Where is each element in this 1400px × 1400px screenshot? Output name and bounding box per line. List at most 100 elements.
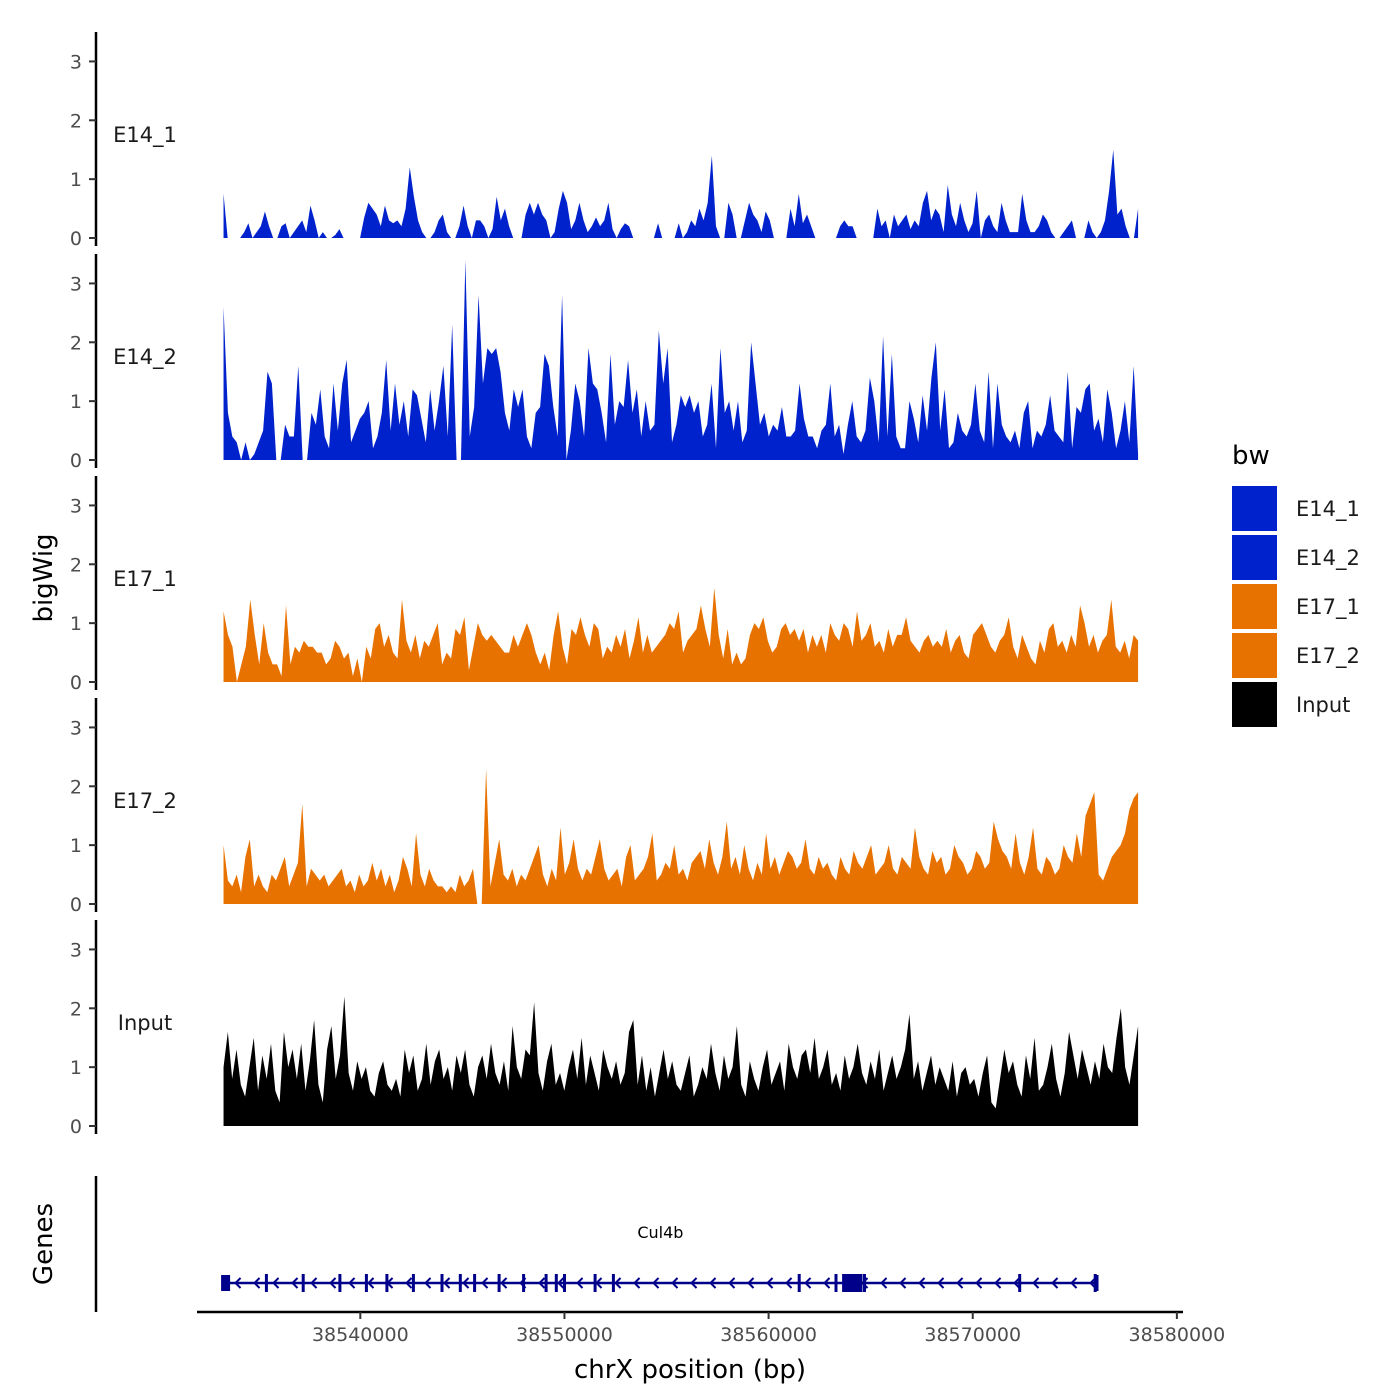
strand-arrow xyxy=(405,1277,413,1289)
bigwig-tracks: 0 1 2 3 E14_1 0 1 2 3 E14_2 0 1 2 3 E17_1 0 1 2 3 E17_2 0 1 2 3… xyxy=(70,32,1139,1138)
y-tick-label: 0 xyxy=(70,672,82,694)
legend: bw E14_1 E14_2 E17_1 E17_2 Input xyxy=(1232,441,1360,727)
strand-arrow xyxy=(937,1277,945,1289)
signal-area-input xyxy=(223,996,1139,1126)
exon xyxy=(797,1274,801,1292)
exon xyxy=(1093,1274,1097,1292)
y-tick-label: 2 xyxy=(70,554,82,576)
exon xyxy=(221,1275,231,1291)
y-tick-label: 2 xyxy=(70,776,82,798)
exon xyxy=(1018,1274,1022,1292)
x-tick-label: 38550000 xyxy=(516,1324,613,1346)
legend-label: E17_2 xyxy=(1296,644,1360,669)
y-tick-label: 1 xyxy=(70,169,82,191)
y-tick-label: 1 xyxy=(70,613,82,635)
strand-arrow xyxy=(310,1277,318,1289)
y-tick-label: 3 xyxy=(70,273,82,295)
strand-arrow xyxy=(1051,1277,1059,1289)
strand-arrow xyxy=(994,1277,1002,1289)
strand-arrow xyxy=(918,1277,926,1289)
y-tick-label: 1 xyxy=(70,391,82,413)
exon xyxy=(338,1274,342,1292)
y-tick-label: 3 xyxy=(70,495,82,517)
x-tick-label: 38580000 xyxy=(1129,1324,1226,1346)
y-tick-label: 3 xyxy=(70,51,82,73)
strand-arrow xyxy=(1070,1277,1078,1289)
y-tick-label: 0 xyxy=(70,228,82,250)
exon xyxy=(554,1274,558,1292)
exon xyxy=(842,1274,863,1292)
gene-name-label: Cul4b xyxy=(637,1223,683,1242)
y-tick-label: 1 xyxy=(70,835,82,857)
legend-swatch-e17-1 xyxy=(1232,584,1277,629)
gene-track-panel: Genes Cul4b xyxy=(29,1176,1099,1312)
strand-arrow xyxy=(234,1277,242,1289)
y-tick-label: 0 xyxy=(70,450,82,472)
strand-arrow xyxy=(709,1277,717,1289)
signal-area-e17-1 xyxy=(223,587,1139,682)
signal-area-e17-2 xyxy=(223,768,1139,904)
strand-arrow xyxy=(975,1277,983,1289)
strand-arrow xyxy=(1032,1277,1040,1289)
y-tick-label: 0 xyxy=(70,894,82,916)
track-panel-e14-1: 0 1 2 3 E14_1 xyxy=(70,32,1139,250)
track-label: E17_1 xyxy=(113,567,177,592)
track-panel-e17-2: 0 1 2 3 E17_2 xyxy=(70,698,1139,916)
strand-arrow xyxy=(1013,1277,1021,1289)
exon xyxy=(473,1274,477,1292)
gene-track-title: Genes xyxy=(29,1203,59,1285)
y-tick-label: 3 xyxy=(70,717,82,739)
legend-label: E14_1 xyxy=(1296,497,1360,522)
strand-arrow xyxy=(633,1277,641,1289)
track-label: E17_2 xyxy=(113,789,177,814)
track-label: E14_1 xyxy=(113,123,177,148)
strand-arrow xyxy=(291,1277,299,1289)
y-tick-label: 3 xyxy=(70,939,82,961)
exon xyxy=(458,1274,462,1292)
strand-arrow xyxy=(443,1277,451,1289)
strand-arrow xyxy=(728,1277,736,1289)
strand-arrow xyxy=(671,1277,679,1289)
strand-arrow xyxy=(462,1277,470,1289)
strand-arrow xyxy=(367,1277,375,1289)
legend-swatch-e14-1 xyxy=(1232,486,1277,531)
exon xyxy=(593,1274,597,1292)
strand-arrow xyxy=(747,1277,755,1289)
y-axis-title: bigWig xyxy=(29,533,59,622)
gene-model xyxy=(221,1274,1099,1292)
strand-arrow xyxy=(348,1277,356,1289)
exon xyxy=(411,1274,415,1292)
strand-arrow xyxy=(880,1277,888,1289)
exon xyxy=(522,1274,526,1292)
strand-arrow xyxy=(823,1277,831,1289)
track-panel-input: 0 1 2 3 Input xyxy=(70,920,1139,1138)
strand-arrow xyxy=(557,1277,565,1289)
exon xyxy=(863,1274,866,1292)
y-tick-label: 0 xyxy=(70,1116,82,1138)
exon xyxy=(364,1274,368,1292)
strand-arrow xyxy=(272,1277,280,1289)
x-tick-label: 38570000 xyxy=(924,1324,1021,1346)
legend-label: E17_1 xyxy=(1296,595,1360,620)
track-panel-e14-2: 0 1 2 3 E14_2 xyxy=(70,254,1139,472)
exon xyxy=(497,1274,501,1292)
strand-arrow xyxy=(329,1277,337,1289)
x-tick-label: 38540000 xyxy=(312,1324,409,1346)
signal-area-e14-1 xyxy=(223,149,1139,238)
legend-swatch-e14-2 xyxy=(1232,535,1277,580)
exon xyxy=(264,1274,268,1292)
legend-title: bw xyxy=(1232,441,1270,471)
strand-arrow xyxy=(481,1277,489,1289)
strand-arrow xyxy=(538,1277,546,1289)
strand-arrow xyxy=(956,1277,964,1289)
strand-arrow xyxy=(766,1277,774,1289)
strand-arrow xyxy=(652,1277,660,1289)
exon xyxy=(544,1274,548,1292)
strand-arrow xyxy=(690,1277,698,1289)
y-tick-label: 1 xyxy=(70,1057,82,1079)
legend-swatch-input xyxy=(1232,682,1277,727)
legend-label: E14_2 xyxy=(1296,546,1360,571)
x-axis: 38540000 38550000 38560000 38570000 38580000 xyxy=(197,1310,1226,1346)
x-tick-label: 38560000 xyxy=(720,1324,817,1346)
